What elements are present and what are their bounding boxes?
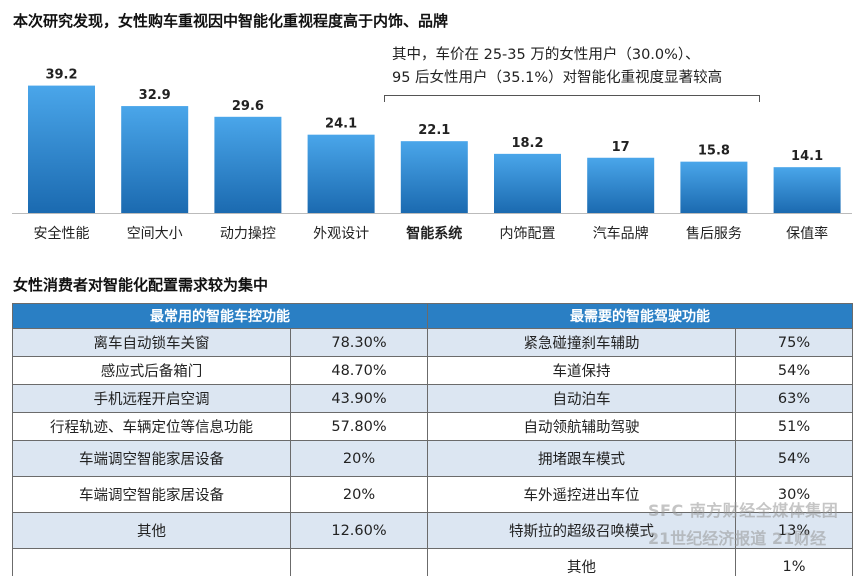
left-feature-cell: 车端调空智能家居设备 bbox=[12, 476, 291, 513]
bar-value-label: 29.6 bbox=[232, 99, 264, 114]
left-feature-cell: 其他 bbox=[12, 512, 291, 549]
table-row: 感应式后备箱门 48.70% 车道保持 54% bbox=[12, 356, 853, 385]
watermark-logo: SFC 南方财经全媒体集团 bbox=[648, 501, 839, 520]
right-percent-cell: 13% bbox=[735, 512, 853, 549]
table-title: 女性消费者对智能化配置需求较为集中 bbox=[13, 276, 269, 294]
category-label: 智能系统 bbox=[405, 225, 462, 242]
callout-line-1: 其中，车价在 25-35 万的女性用户（30.0%）、 bbox=[392, 47, 700, 63]
category-label: 保值率 bbox=[786, 225, 828, 242]
callout-underline bbox=[384, 95, 760, 96]
table-row: 其他 12.60% 特斯拉的超级召唤模式 13% bbox=[12, 512, 853, 549]
right-feature-cell: 车外遥控进出车位 bbox=[427, 476, 736, 513]
right-percent-cell: 51% bbox=[735, 412, 853, 441]
watermark-logo-2: 21世纪经济报道 21财经 bbox=[648, 529, 827, 548]
bar-chart: 39.2 安全性能 32.9 空间大小 29.6 动力操控 24.1 外观设计 22.1 智能系统… bbox=[12, 68, 852, 242]
right-percent-cell: 54% bbox=[735, 440, 853, 477]
left-percent-cell: 43.90% bbox=[290, 384, 428, 413]
right-feature-cell: 紧急碰撞刹车辅助 bbox=[427, 328, 736, 357]
table-row: 行程轨迹、车辆定位等信息功能 57.80% 自动领航辅助驾驶 51% bbox=[12, 412, 853, 441]
left-percent-cell: 57.80% bbox=[290, 412, 428, 441]
chart-callout: 其中，车价在 25-35 万的女性用户（30.0%）、 95 后女性用户（35.… bbox=[392, 44, 762, 90]
category-label: 内饰配置 bbox=[500, 226, 556, 242]
left-feature-cell: 感应式后备箱门 bbox=[12, 356, 291, 385]
right-feature-cell: 自动领航辅助驾驶 bbox=[427, 412, 736, 441]
category-label: 外观设计 bbox=[313, 226, 369, 242]
bar-value-label: 39.2 bbox=[45, 68, 77, 83]
bar-8 bbox=[680, 161, 748, 213]
right-percent-cell: 75% bbox=[735, 328, 853, 357]
right-feature-cell: 特斯拉的超级召唤模式 bbox=[427, 512, 736, 549]
left-percent-cell: 12.60% bbox=[290, 512, 428, 549]
category-label: 空间大小 bbox=[127, 226, 183, 242]
bar-value-label: 22.1 bbox=[418, 123, 450, 138]
table-row: 离车自动锁车关窗 78.30% 紧急碰撞刹车辅助 75% bbox=[12, 328, 853, 357]
table-row: 手机远程开启空调 43.90% 自动泊车 63% bbox=[12, 384, 853, 413]
config-table: 最常用的智能车控功能 最需要的智能驾驶功能 离车自动锁车关窗 78.30% 紧急碰撞… bbox=[12, 303, 853, 576]
right-percent-cell: 63% bbox=[735, 384, 853, 413]
bar-1 bbox=[28, 85, 95, 213]
table-row: 其他 1% bbox=[12, 548, 853, 576]
bar-value-label: 18.2 bbox=[511, 136, 543, 151]
left-percent-cell bbox=[290, 548, 428, 576]
bar-9 bbox=[773, 167, 841, 213]
left-table-header: 最常用的智能车控功能 bbox=[12, 303, 428, 329]
bar-7 bbox=[587, 157, 655, 213]
left-percent-cell: 20% bbox=[290, 476, 428, 513]
chart-title: 本次研究发现，女性购车重视因中智能化重视程度高于内饰、品牌 bbox=[13, 12, 449, 30]
left-feature-cell: 手机远程开启空调 bbox=[12, 384, 291, 413]
category-label: 汽车品牌 bbox=[593, 225, 649, 242]
left-feature-cell bbox=[12, 548, 291, 576]
left-feature-cell: 行程轨迹、车辆定位等信息功能 bbox=[12, 412, 291, 441]
right-feature-cell: 自动泊车 bbox=[427, 384, 736, 413]
right-feature-cell: 车道保持 bbox=[427, 356, 736, 385]
callout-tick-left bbox=[384, 95, 385, 102]
left-percent-cell: 20% bbox=[290, 440, 428, 477]
left-percent-cell: 78.30% bbox=[290, 328, 428, 357]
category-label: 动力操控 bbox=[220, 226, 276, 242]
category-label: 安全性能 bbox=[34, 225, 90, 242]
bar-2 bbox=[121, 106, 189, 213]
right-percent-cell: 54% bbox=[735, 356, 853, 385]
category-label: 售后服务 bbox=[686, 226, 742, 242]
bar-4 bbox=[307, 134, 375, 213]
bar-value-label: 17 bbox=[612, 140, 630, 155]
right-table-header: 最需要的智能驾驶功能 bbox=[427, 303, 853, 329]
bar-6 bbox=[494, 153, 561, 213]
left-feature-cell: 离车自动锁车关窗 bbox=[12, 328, 291, 357]
right-percent-cell: 1% bbox=[735, 548, 853, 576]
table-row: 车端调空智能家居设备 20% 车外遥控进出车位 30% bbox=[12, 476, 853, 513]
bar-value-label: 24.1 bbox=[325, 117, 357, 132]
bar-3 bbox=[214, 116, 282, 213]
callout-line-2: 95 后女性用户（35.1%）对智能化重视度显著较高 bbox=[392, 70, 723, 86]
callout-tick-right bbox=[759, 95, 760, 102]
right-percent-cell: 30% bbox=[735, 476, 853, 513]
bar-value-label: 14.1 bbox=[791, 149, 823, 164]
right-feature-cell: 其他 bbox=[427, 548, 736, 576]
bar-value-label: 15.8 bbox=[698, 144, 730, 159]
left-percent-cell: 48.70% bbox=[290, 356, 428, 385]
bar-value-label: 32.9 bbox=[139, 88, 171, 103]
left-feature-cell: 车端调空智能家居设备 bbox=[12, 440, 291, 477]
right-feature-cell: 拥堵跟车模式 bbox=[427, 440, 736, 477]
bar-5 bbox=[400, 141, 468, 213]
table-row: 车端调空智能家居设备 20% 拥堵跟车模式 54% bbox=[12, 440, 853, 477]
